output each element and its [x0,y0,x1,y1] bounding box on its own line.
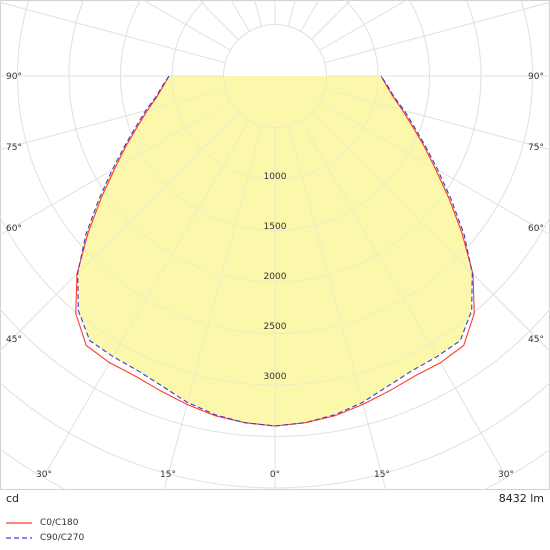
angle-label-left: 75° [6,143,22,153]
angle-label-bottom: 30° [498,470,514,480]
grid-spoke [0,1,226,64]
angle-label-right: 75° [528,143,544,153]
grid-spoke [324,1,550,64]
grid-spoke [319,101,550,236]
series-line-c90-c270 [77,75,473,427]
grid-circle [17,0,533,334]
legend-line-red [6,522,32,524]
unit-label: cd [6,492,20,505]
legend-item-c0-c180: C0/C180 [6,517,79,529]
legend-label: C0/C180 [40,518,79,528]
grid-circle [0,215,550,386]
radial-tick-label: 1000 [264,172,287,182]
angle-label-bottom: 15° [374,470,390,480]
grid-spoke [324,1,550,64]
legend-line-blue-dashed [6,537,32,539]
intensity-curves [0,0,550,490]
legend-label: C90/C270 [40,533,85,543]
grid-circle [0,308,550,437]
grid-spoke [0,112,239,352]
radial-tick-label: 2000 [264,272,287,282]
axis-labels: 1000 1500 2000 2500 3000 90° 90° 75° 75° 60° 60° 45… [6,72,544,480]
intensity-fill [77,76,473,426]
grid-circle [0,381,550,489]
grid-circle [120,0,430,231]
angle-label-left: 60° [6,224,22,234]
angle-label-right: 60° [528,224,544,234]
grid-spoke [0,88,226,151]
angle-label-left: 90° [6,72,22,82]
series-line-c0-c180 [75,75,475,427]
angle-label-right: 90° [528,72,544,82]
angle-label-left: 45° [6,335,22,345]
grid-spoke [319,0,408,51]
angle-label-bottom: 0° [270,470,280,480]
angle-label-bottom: 15° [160,470,176,480]
radial-tick-label: 3000 [264,372,287,382]
grid-spoke [287,125,387,490]
grid-spoke [319,0,408,51]
grid-circle [171,0,379,180]
radial-tick-label: 2500 [264,322,287,332]
grid-spoke [0,101,231,236]
grid-spoke [0,1,226,64]
polar-grid-overlay [0,0,550,490]
grid-spoke [142,0,231,51]
grid-spoke [324,88,550,151]
luminous-flux: 8432 lm [498,492,544,505]
grid-spoke [311,112,550,352]
angle-label-right: 45° [528,335,544,345]
grid-spoke [163,125,263,490]
grid-circle [223,24,327,128]
grid-spoke [300,120,508,478]
polar-chart: 1000 1500 2000 2500 3000 90° 90° 75° 75° 60° 60° 45… [0,0,550,490]
grid-circle [68,0,482,283]
radial-tick-label: 1500 [264,222,287,232]
legend-item-c90-c270: C90/C270 [6,532,84,544]
grid-spoke [142,0,231,51]
grid-spoke [42,120,250,478]
angle-label-bottom: 30° [36,470,52,480]
